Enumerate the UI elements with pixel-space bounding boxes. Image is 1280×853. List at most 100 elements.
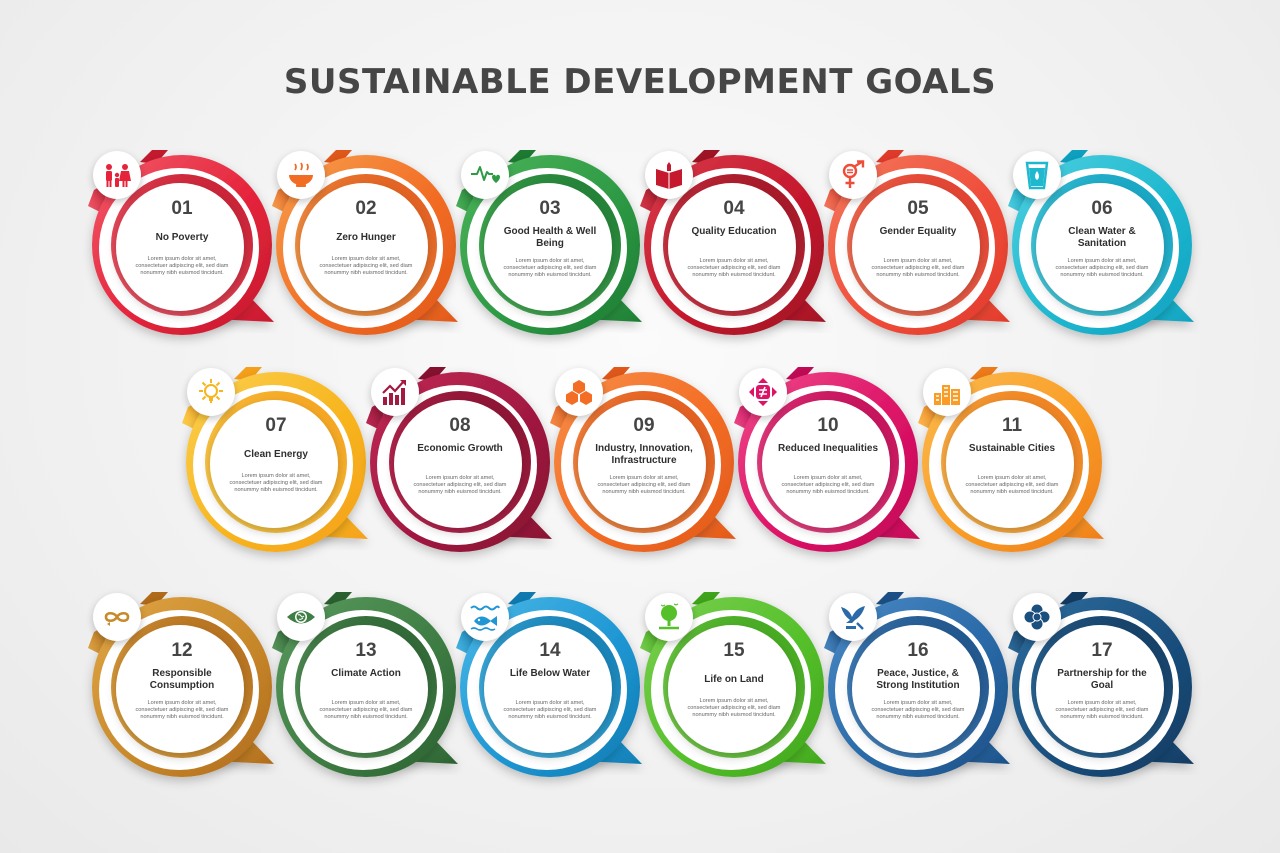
goal-number: 11 bbox=[1001, 415, 1023, 436]
goal-card-05: 05 Gender Equality Lorem ipsum dolor sit a… bbox=[818, 150, 1018, 350]
infinity-icon bbox=[93, 593, 141, 641]
goal-name: Clean Water & Sanitation bbox=[1068, 226, 1136, 249]
goal-name: Life on Land bbox=[704, 674, 764, 685]
goal-name: Life Below Water bbox=[509, 668, 591, 679]
goal-description: Lorem ipsum dolor sit amet, consectetuer… bbox=[319, 700, 413, 720]
goal-description: Lorem ipsum dolor sit amet, consectetuer… bbox=[781, 475, 875, 495]
bowl-icon bbox=[277, 151, 325, 199]
goal-number: 16 bbox=[907, 640, 929, 661]
goal-name: No Poverty bbox=[155, 232, 209, 243]
goal-card-07: 07 Clean Energy Lorem ipsum dolor sit amet… bbox=[176, 367, 376, 567]
goal-ring bbox=[550, 367, 736, 552]
goal-card-13: 13 Climate Action Lorem ipsum dolor sit am… bbox=[266, 592, 466, 792]
goal-number: 05 bbox=[907, 198, 929, 219]
goal-number: 02 bbox=[355, 198, 377, 219]
goal-card-04: 04 Quality Education Lorem ipsum dolor sit… bbox=[634, 150, 834, 350]
buildings-icon bbox=[923, 368, 971, 416]
not-equal-icon bbox=[739, 368, 787, 416]
family-icon bbox=[93, 151, 141, 199]
goal-description: Lorem ipsum dolor sit amet, consectetuer… bbox=[965, 475, 1059, 495]
goal-ring bbox=[366, 367, 552, 552]
goal-card-12: 12 Responsible Consumption Lorem ipsum dol… bbox=[82, 592, 282, 792]
goal-card-06: 06 Clean Water & Sanitation Lorem ipsum do… bbox=[1002, 150, 1202, 350]
goal-ring bbox=[640, 592, 826, 777]
goal-name: Peace, Justice, & Strong Institution bbox=[876, 668, 960, 691]
page-title: SUSTAINABLE DEVELOPMENT GOALS bbox=[283, 62, 997, 102]
goal-name: Clean Energy bbox=[244, 449, 308, 460]
goal-number: 12 bbox=[171, 640, 193, 661]
goal-number: 03 bbox=[539, 198, 561, 219]
goal-name: Good Health & Well Being bbox=[503, 226, 597, 249]
goal-ring bbox=[918, 367, 1104, 552]
goal-ring bbox=[272, 150, 458, 335]
goal-number: 10 bbox=[817, 415, 839, 436]
goal-description: Lorem ipsum dolor sit amet, consectetuer… bbox=[1055, 700, 1149, 720]
goal-description: Lorem ipsum dolor sit amet, consectetuer… bbox=[413, 475, 507, 495]
tree-icon bbox=[645, 593, 693, 641]
growth-chart-icon bbox=[371, 368, 419, 416]
goal-card-02: 02 Zero Hunger Lorem ipsum dolor sit amet,… bbox=[266, 150, 466, 350]
goal-card-15: 15 Life on Land Lorem ipsum dolor sit amet… bbox=[634, 592, 834, 792]
goal-card-10: 10 Reduced Inequalities Lorem ipsum dolor … bbox=[728, 367, 928, 567]
goal-ring bbox=[272, 592, 458, 777]
eye-globe-icon bbox=[277, 593, 325, 641]
goal-name: Gender Equality bbox=[879, 226, 957, 237]
goal-name: Economic Growth bbox=[417, 443, 503, 454]
goal-description: Lorem ipsum dolor sit amet, consectetuer… bbox=[229, 473, 323, 493]
goal-name: Zero Hunger bbox=[336, 232, 396, 243]
goal-ring bbox=[734, 367, 920, 552]
heartbeat-icon bbox=[461, 151, 509, 199]
goal-number: 06 bbox=[1091, 198, 1113, 219]
goal-description: Lorem ipsum dolor sit amet, consectetuer… bbox=[135, 256, 229, 276]
goal-description: Lorem ipsum dolor sit amet, consectetuer… bbox=[687, 698, 781, 718]
goal-number: 13 bbox=[355, 640, 377, 661]
goal-ring bbox=[640, 150, 826, 335]
water-glass-icon bbox=[1013, 151, 1061, 199]
gender-icon bbox=[829, 151, 877, 199]
goal-description: Lorem ipsum dolor sit amet, consectetuer… bbox=[503, 700, 597, 720]
goal-description: Lorem ipsum dolor sit amet, consectetuer… bbox=[135, 700, 229, 720]
goal-name: Responsible Consumption bbox=[149, 668, 215, 691]
goal-card-09: 09 Industry, Innovation, Infrastructure Lo… bbox=[544, 367, 744, 567]
goal-card-17: 17 Partnership for the Goal Lorem ipsum do… bbox=[1002, 592, 1202, 792]
goal-name: Climate Action bbox=[331, 668, 401, 679]
goal-description: Lorem ipsum dolor sit amet, consectetuer… bbox=[871, 700, 965, 720]
goal-number: 08 bbox=[449, 415, 471, 436]
goal-number: 15 bbox=[723, 640, 745, 661]
fish-icon bbox=[461, 593, 509, 641]
goal-number: 01 bbox=[171, 198, 193, 219]
goal-ring bbox=[182, 367, 368, 552]
goal-ring bbox=[456, 592, 642, 777]
goal-card-16: 16 Peace, Justice, & Strong Institution Lo… bbox=[818, 592, 1018, 792]
goal-card-14: 14 Life Below Water Lorem ipsum dolor sit … bbox=[450, 592, 650, 792]
dove-icon bbox=[829, 593, 877, 641]
goal-description: Lorem ipsum dolor sit amet, consectetuer… bbox=[503, 258, 597, 278]
cubes-icon bbox=[555, 368, 603, 416]
goal-name: Industry, Innovation, Infrastructure bbox=[595, 443, 693, 466]
goal-card-03: 03 Good Health & Well Being Lorem ipsum do… bbox=[450, 150, 650, 350]
goal-ring bbox=[88, 592, 274, 777]
goal-card-01: 01 No Poverty Lorem ipsum dolor sit amet, … bbox=[82, 150, 282, 350]
goal-description: Lorem ipsum dolor sit amet, consectetuer… bbox=[319, 256, 413, 276]
flower-rings-icon bbox=[1013, 593, 1061, 641]
goal-description: Lorem ipsum dolor sit amet, consectetuer… bbox=[687, 258, 781, 278]
goal-number: 09 bbox=[633, 415, 655, 436]
book-icon bbox=[645, 151, 693, 199]
goal-number: 17 bbox=[1091, 640, 1113, 661]
goal-card-11: 11 Sustainable Cities Lorem ipsum dolor si… bbox=[912, 367, 1112, 567]
goal-description: Lorem ipsum dolor sit amet, consectetuer… bbox=[1055, 258, 1149, 278]
goal-ring bbox=[824, 592, 1010, 777]
goal-ring bbox=[1008, 592, 1194, 777]
goal-number: 07 bbox=[265, 415, 287, 436]
goal-ring bbox=[88, 150, 274, 335]
goal-name: Partnership for the Goal bbox=[1057, 668, 1147, 691]
goal-card-08: 08 Economic Growth Lorem ipsum dolor sit a… bbox=[360, 367, 560, 567]
goal-number: 14 bbox=[539, 640, 561, 661]
goal-name: Reduced Inequalities bbox=[777, 443, 879, 454]
goal-description: Lorem ipsum dolor sit amet, consectetuer… bbox=[597, 475, 691, 495]
goal-name: Sustainable Cities bbox=[968, 443, 1056, 454]
goal-number: 04 bbox=[723, 198, 745, 219]
goal-description: Lorem ipsum dolor sit amet, consectetuer… bbox=[871, 258, 965, 278]
goal-name: Quality Education bbox=[691, 226, 777, 237]
